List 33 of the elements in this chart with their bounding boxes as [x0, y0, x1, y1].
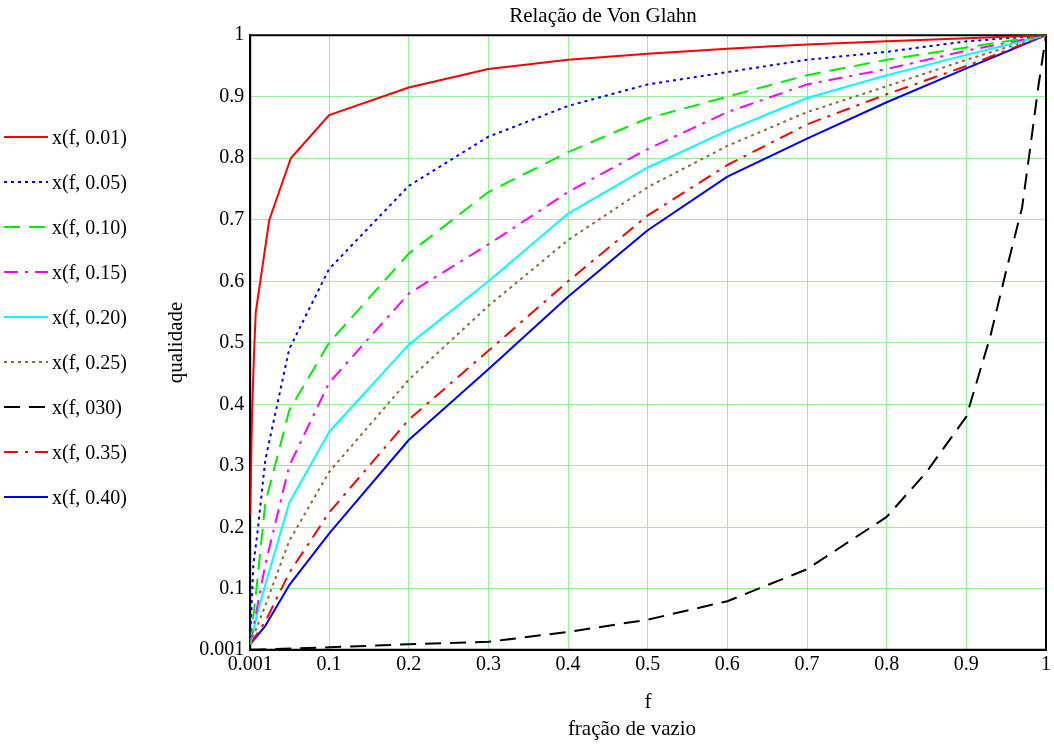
- legend-label: x(f, 0.25): [52, 349, 127, 375]
- x-tick-label: 0.7: [794, 652, 820, 675]
- legend-label: x(f, 0.35): [52, 439, 127, 465]
- x-tick-label: 0.9: [953, 652, 979, 675]
- y-tick-label: 0.8: [219, 145, 245, 168]
- x-tick-label: 1: [1041, 652, 1051, 675]
- x-axis-title: f: [644, 688, 652, 713]
- y-tick-label: 0.6: [219, 268, 245, 291]
- y-tick-label: 0.2: [219, 514, 245, 537]
- legend-label: x(f, 0.01): [52, 124, 127, 150]
- legend-label: x(f, 0.20): [52, 304, 127, 330]
- y-tick-label: 0.4: [219, 391, 245, 414]
- y-tick-label: 0.9: [219, 83, 245, 106]
- y-axis-title: qualidade: [163, 301, 188, 384]
- text: fração de vazio: [566, 716, 698, 741]
- x-tick-label: 0.4: [555, 652, 581, 675]
- y-tick-label: 0.7: [219, 207, 245, 230]
- x-tick-label: 0.3: [475, 652, 501, 675]
- y-tick-label: 0.1: [219, 576, 245, 599]
- x-tick-label: 0.1: [316, 652, 342, 675]
- legend-label: x(f, 0.10): [52, 214, 127, 240]
- legend-label: x(f, 0.40): [52, 484, 127, 510]
- x-tick-label: 0.5: [635, 652, 661, 675]
- x-tick-label: 0.6: [714, 652, 740, 675]
- x-tick-label: 0.2: [396, 652, 422, 675]
- y-tick-label: 0.3: [219, 453, 245, 476]
- chart-title: Relação de Von Glahn: [509, 3, 698, 28]
- y-tick-label: 0.5: [219, 330, 245, 353]
- legend-label: x(f, 030): [52, 394, 122, 420]
- legend-label: x(f, 0.15): [52, 259, 127, 285]
- x-tick-label: 0.8: [874, 652, 900, 675]
- legend-label: x(f, 0.05): [52, 169, 127, 195]
- y-tick-label: 1: [234, 22, 245, 45]
